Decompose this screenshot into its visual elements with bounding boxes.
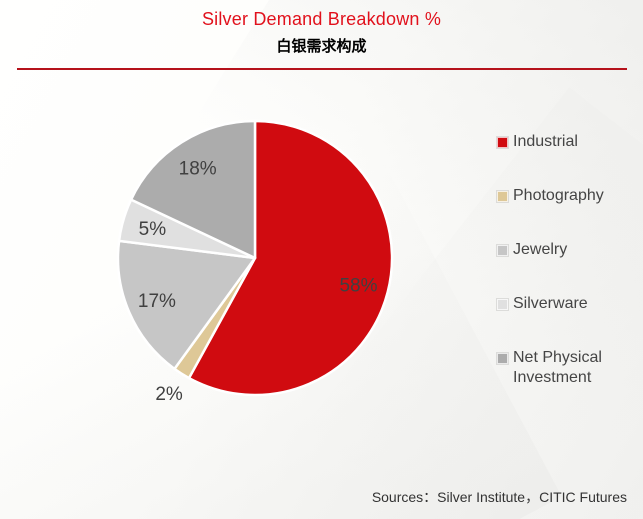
legend-label-silverware: Silverware <box>513 295 588 312</box>
pie-chart: 58% 2% 17% 5% 18% <box>80 100 450 435</box>
legend-item-industrial: Industrial <box>497 132 637 152</box>
sources-note: Sources：Silver Institute，CITIC Futures <box>371 489 627 505</box>
legend-label-photography: Photography <box>513 187 604 204</box>
chart-legend: Industrial Photography Jewelry Silverwar… <box>497 132 637 422</box>
pie-data-label-silverware: 5% <box>139 219 167 240</box>
legend-marker-industrial-icon <box>497 137 508 148</box>
legend-marker-jewelry-icon <box>497 245 508 256</box>
pie-data-label-jewelry: 17% <box>138 291 176 312</box>
title-divider-rule <box>17 68 627 70</box>
legend-item-photography: Photography <box>497 186 637 206</box>
legend-label-jewelry: Jewelry <box>513 241 568 258</box>
pie-data-label-industrial: 58% <box>339 275 377 296</box>
pie-data-label-photography: 2% <box>155 384 183 405</box>
pie-data-label-net-physical-investment: 18% <box>179 158 217 179</box>
pie-chart-svg: 58% 2% 17% 5% 18% <box>116 119 394 405</box>
legend-label-industrial: Industrial <box>513 133 578 150</box>
legend-item-jewelry: Jewelry <box>497 240 637 260</box>
legend-label-net-physical-investment: Net Physical Investment <box>513 349 602 386</box>
page-subtitle-chinese: 白银需求构成 <box>276 38 367 55</box>
legend-item-net-physical-investment: Net Physical Investment <box>497 348 637 388</box>
legend-marker-net-physical-investment-icon <box>497 353 508 364</box>
legend-marker-photography-icon <box>497 191 508 202</box>
legend-marker-silverware-icon <box>497 299 508 310</box>
page-title: Silver Demand Breakdown % <box>201 9 442 29</box>
legend-item-silverware: Silverware <box>497 294 637 314</box>
